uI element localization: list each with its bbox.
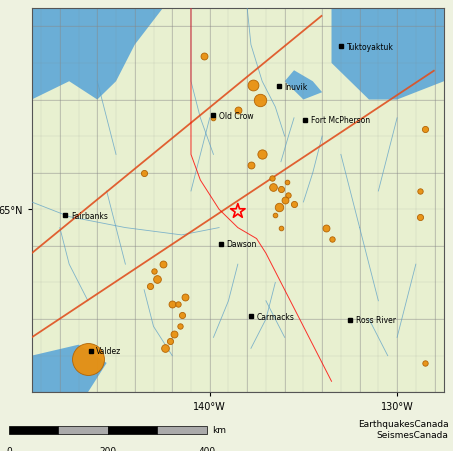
Point: [268, 175, 275, 182]
Text: Fairbanks: Fairbanks: [71, 211, 108, 220]
Point: [178, 312, 185, 319]
Point: [247, 162, 255, 170]
Text: Inuvik: Inuvik: [284, 83, 308, 92]
Point: [285, 192, 292, 199]
Polygon shape: [332, 9, 444, 100]
Bar: [58, 426, 108, 434]
Point: [259, 152, 266, 159]
Point: [159, 261, 167, 268]
Bar: [157, 426, 207, 434]
Point: [249, 82, 256, 89]
Point: [275, 204, 283, 212]
Point: [272, 212, 279, 219]
Point: [290, 201, 298, 208]
Text: Carmacks: Carmacks: [256, 312, 294, 321]
Point: [416, 188, 423, 195]
Point: [182, 294, 189, 301]
Bar: [9, 426, 58, 434]
Point: [257, 97, 264, 104]
Text: Ross River: Ross River: [356, 316, 396, 325]
Text: Old Crow: Old Crow: [219, 111, 254, 120]
Point: [234, 108, 241, 115]
Text: EarthquakesCanada
SeismesCanada: EarthquakesCanada SeismesCanada: [358, 419, 448, 439]
Point: [416, 213, 423, 221]
Point: [169, 301, 176, 308]
Polygon shape: [284, 71, 322, 100]
Point: [154, 276, 161, 283]
Point: [210, 115, 217, 122]
Text: Valdez: Valdez: [96, 347, 121, 355]
Text: Tuktoyaktuk: Tuktoyaktuk: [347, 43, 393, 52]
Point: [422, 359, 429, 367]
Point: [201, 53, 208, 60]
Text: 400: 400: [198, 446, 215, 451]
Point: [322, 225, 329, 232]
Point: [150, 268, 157, 276]
Text: 200: 200: [99, 446, 116, 451]
Point: [234, 208, 241, 215]
Text: Fort McPherson: Fort McPherson: [311, 116, 370, 125]
Polygon shape: [32, 9, 163, 100]
Point: [281, 197, 288, 204]
Point: [146, 283, 154, 290]
Point: [328, 235, 335, 243]
Point: [167, 338, 174, 345]
Point: [283, 179, 290, 186]
Point: [176, 323, 183, 330]
Point: [170, 330, 178, 337]
Point: [140, 170, 148, 177]
Point: [270, 184, 277, 192]
Point: [84, 356, 92, 363]
Point: [161, 345, 169, 352]
Point: [422, 126, 429, 133]
Text: 0: 0: [6, 446, 12, 451]
Point: [174, 301, 182, 308]
Point: [277, 225, 284, 232]
Text: Dawson: Dawson: [226, 239, 257, 249]
Polygon shape: [32, 345, 106, 392]
Point: [277, 186, 284, 193]
Bar: [108, 426, 157, 434]
Text: km: km: [212, 425, 226, 434]
